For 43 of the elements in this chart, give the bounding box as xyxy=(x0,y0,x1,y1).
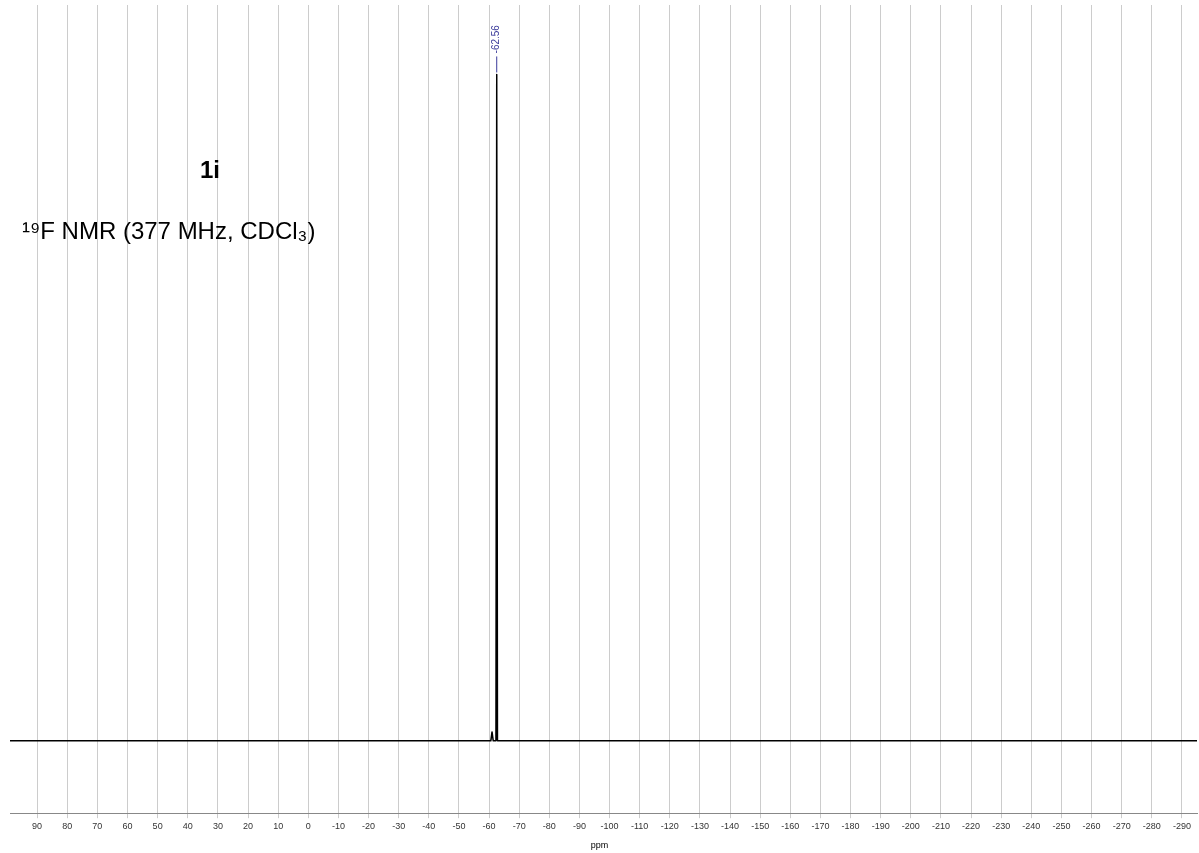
x-tick-label: -10 xyxy=(331,821,345,832)
x-tick-label: -20 xyxy=(362,821,376,832)
x-tick-label: -80 xyxy=(542,821,556,832)
x-tick-label: -110 xyxy=(630,821,649,832)
annotation: -62.56 xyxy=(490,24,502,54)
x-tick-label: 0 xyxy=(305,821,311,832)
x-tick-label: 20 xyxy=(242,821,254,832)
x-tick-label: -100 xyxy=(600,821,619,832)
x-tick-label: -260 xyxy=(1082,821,1101,832)
x-tick-label: -200 xyxy=(901,821,920,832)
x-tick-label: 10 xyxy=(273,821,284,832)
x-tick-label: -180 xyxy=(841,821,860,832)
x-tick-label: -140 xyxy=(721,821,740,832)
x-tick-label: -60 xyxy=(482,821,496,832)
x-tick-label: -250 xyxy=(1052,821,1071,832)
x-tick-label: -210 xyxy=(931,821,950,832)
x-tick-label: -240 xyxy=(1022,821,1041,832)
x-tick-label: 90 xyxy=(32,821,43,832)
x-tick-label: 40 xyxy=(182,821,193,832)
x-tick-label: 60 xyxy=(122,821,133,832)
x-tick-label: 30 xyxy=(212,821,223,832)
x-tick-label: 80 xyxy=(62,821,73,832)
x-tick-label: -190 xyxy=(871,821,890,832)
x-tick-label: -170 xyxy=(811,821,830,832)
x-tick-label: -220 xyxy=(962,821,981,832)
x-tick-label: -290 xyxy=(1172,821,1191,832)
x-axis-title: ppm xyxy=(589,840,610,850)
x-tick-label: -280 xyxy=(1142,821,1161,832)
x-tick-label: 70 xyxy=(92,821,103,832)
x-tick-label: -40 xyxy=(422,821,436,832)
x-tick-label: -70 xyxy=(512,821,526,832)
x-tick-label: -160 xyxy=(781,821,800,832)
x-tick-label: -50 xyxy=(452,821,466,832)
x-tick-label: -230 xyxy=(992,821,1011,832)
x-tick-label: -120 xyxy=(660,821,679,832)
x-tick-label: -130 xyxy=(690,821,709,832)
x-tick-label: -150 xyxy=(751,821,770,832)
x-tick-label: -30 xyxy=(392,821,406,832)
text: ¹⁹F NMR (377 MHz, CDCl₃) xyxy=(22,217,316,245)
x-tick-label: -90 xyxy=(572,821,586,832)
x-tick-label: -270 xyxy=(1112,821,1131,832)
x-tick-label: 50 xyxy=(152,821,163,832)
text: 1i xyxy=(200,156,221,184)
